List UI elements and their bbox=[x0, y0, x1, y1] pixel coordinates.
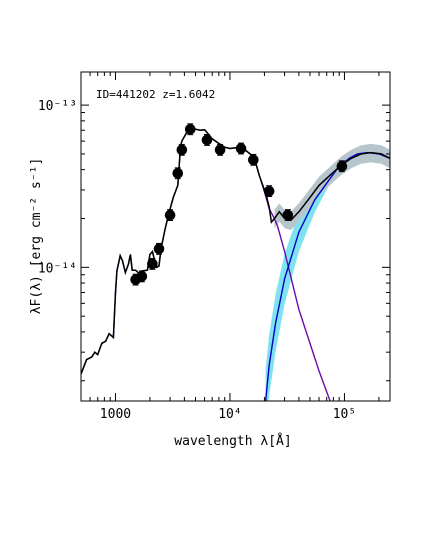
x-tick-label: 10⁴ bbox=[218, 407, 241, 422]
data-point bbox=[147, 258, 158, 270]
axis-ticks bbox=[80, 72, 390, 401]
tick-labels: 1000 10⁴ 10⁵ 10⁻¹³ 10⁻¹⁴ bbox=[38, 99, 356, 422]
x-axis-label: wavelength λ[Å] bbox=[174, 433, 291, 449]
data-point bbox=[263, 185, 275, 197]
y-axis-label: λF(λ) [erg cm⁻² s⁻¹] bbox=[29, 158, 44, 315]
observed-photometry bbox=[130, 123, 348, 286]
data-point bbox=[235, 143, 247, 154]
data-point bbox=[136, 271, 148, 282]
object-id-label: ID=441202 z=1.6042 bbox=[96, 88, 215, 101]
data-point bbox=[184, 123, 196, 135]
data-point bbox=[336, 160, 348, 172]
x-tick-label: 1000 bbox=[100, 407, 131, 422]
total-uncertainty-band bbox=[274, 143, 390, 231]
data-point bbox=[153, 243, 165, 255]
uncertainty-bands bbox=[265, 143, 390, 401]
y-tick-label: 10⁻¹⁴ bbox=[38, 261, 77, 276]
data-point bbox=[176, 144, 188, 156]
plot-frame bbox=[80, 71, 391, 402]
data-point bbox=[248, 154, 259, 166]
data-point bbox=[164, 209, 176, 221]
y-tick-label: 10⁻¹³ bbox=[38, 99, 77, 114]
data-point bbox=[214, 144, 226, 156]
data-point bbox=[282, 209, 294, 221]
data-point bbox=[201, 134, 213, 146]
x-tick-label: 10⁵ bbox=[333, 407, 356, 422]
dust-uncertainty-band bbox=[265, 152, 390, 401]
data-point bbox=[172, 167, 184, 179]
